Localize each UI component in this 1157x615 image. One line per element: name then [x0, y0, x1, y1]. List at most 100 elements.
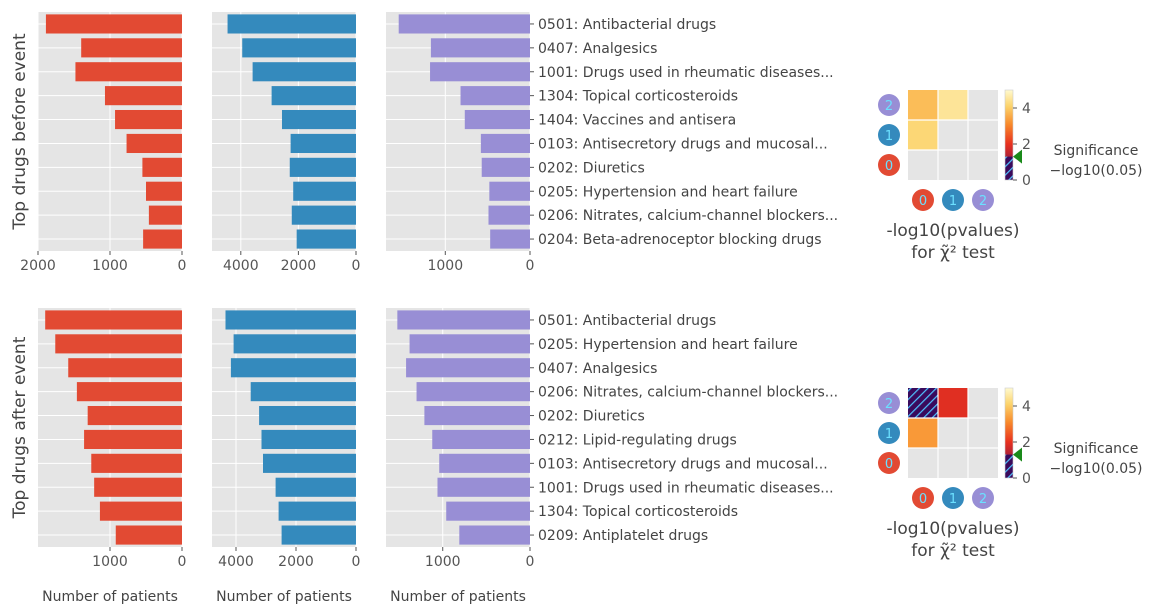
category-label: 1304: Topical corticosteroids [538, 89, 738, 105]
bar [250, 382, 356, 402]
heatmap-col-marker [942, 487, 964, 509]
bar [275, 477, 356, 497]
x-tick-label: 2000 [278, 554, 314, 570]
colorbar-tick-label: 2 [1022, 435, 1031, 451]
category-label: 0407: Analgesics [538, 361, 657, 377]
bar [227, 14, 356, 34]
heatmap-col-label: 0 [919, 194, 927, 209]
heatmap-col-label: 1 [949, 194, 957, 209]
bar [459, 525, 530, 545]
category-label: 1001: Drugs used in rheumatic diseases..… [538, 65, 834, 81]
colorbar-significance-region [1005, 156, 1013, 180]
heatmap-row-marker [878, 422, 900, 444]
bar [76, 382, 182, 402]
bar [406, 358, 530, 378]
x-axis-label: Number of patients [42, 589, 178, 605]
bar [146, 181, 182, 201]
x-tick-label: 1000 [427, 258, 463, 274]
bar [489, 181, 530, 201]
bar [291, 205, 356, 225]
bar [416, 382, 530, 402]
colorbar-tick-label: 4 [1022, 399, 1031, 415]
category-label: 0103: Antisecretory drugs and mucosal... [538, 456, 828, 472]
significance-marker [1013, 447, 1022, 462]
category-label: 0205: Hypertension and heart failure [538, 184, 798, 200]
bar [68, 358, 182, 378]
x-tick-label: 1000 [425, 554, 461, 570]
heatmap-col-label: 2 [979, 492, 987, 507]
x-axis-label: Number of patients [390, 589, 526, 605]
bar [293, 181, 356, 201]
heatmap-row-marker [878, 124, 900, 146]
significance-label-line1: Significance [1054, 441, 1139, 457]
bar [281, 109, 356, 130]
bar [397, 310, 530, 330]
bar [439, 453, 530, 473]
heatmap-col-label: 1 [949, 492, 957, 507]
heatmap-row-label: 1 [885, 427, 893, 442]
bar [87, 405, 182, 426]
bar [480, 133, 530, 154]
heatmap-row-label: 2 [885, 99, 893, 114]
colorbar-tick-label: 0 [1022, 173, 1031, 189]
bar [430, 38, 530, 58]
bar [99, 501, 182, 521]
bar [115, 525, 182, 545]
bar [398, 14, 530, 34]
category-label: 0209: Antiplatelet drugs [538, 528, 708, 544]
colorbar-tick-label: 4 [1022, 101, 1031, 117]
category-label: 0202: Diuretics [538, 409, 645, 425]
bar [488, 205, 530, 225]
category-label: 0103: Antisecretory drugs and mucosal... [538, 136, 828, 152]
category-label: 0204: Beta-adrenoceptor blocking drugs [538, 232, 822, 248]
bar [432, 429, 530, 450]
heatmap-row-marker [878, 154, 900, 176]
category-label: 0501: Antibacterial drugs [538, 313, 716, 329]
bar [424, 405, 530, 426]
bar [94, 477, 182, 497]
colorbar-tick-label: 0 [1022, 471, 1031, 487]
bar [242, 38, 356, 58]
category-label: 0212: Lipid-regulating drugs [538, 432, 737, 448]
heatmap-cell-hatched [908, 388, 938, 418]
bar [55, 334, 182, 354]
x-tick-label: 0 [178, 554, 187, 570]
bar [278, 501, 356, 521]
significance-label-line2: −log10(0.05) [1050, 163, 1143, 179]
bar [263, 453, 356, 473]
heatmap-col-marker [972, 487, 994, 509]
bar [296, 229, 356, 249]
x-tick-label: 0 [352, 258, 361, 274]
bar [290, 133, 356, 154]
category-label: 1404: Vaccines and antisera [538, 113, 736, 129]
heatmap-col-marker [972, 189, 994, 211]
x-tick-label: 2000 [281, 258, 317, 274]
x-tick-label: 0 [352, 554, 361, 570]
category-label: 0206: Nitrates, calcium-channel blockers… [538, 385, 838, 401]
significance-marker [1013, 149, 1022, 164]
bar [115, 109, 182, 130]
bar [481, 157, 530, 177]
heatmap-col-marker [942, 189, 964, 211]
bar [148, 205, 182, 225]
x-tick-label: 4000 [218, 554, 254, 570]
heatmap-cell [908, 120, 938, 150]
x-tick-label: 1000 [92, 554, 128, 570]
category-label: 0202: Diuretics [538, 160, 645, 176]
colorbar [1005, 90, 1013, 180]
heatmap-cell [938, 388, 968, 418]
bar [430, 62, 530, 82]
bar [45, 310, 183, 330]
bar [225, 310, 356, 330]
bar [143, 229, 182, 249]
bar [437, 477, 530, 497]
y-axis-label: Top drugs before event [10, 33, 30, 231]
heatmap-row-marker [878, 392, 900, 414]
heatmap-row-label: 2 [885, 397, 893, 412]
bar [271, 86, 356, 106]
x-tick-label: 0 [526, 554, 535, 570]
colorbar-frame [1004, 89, 1014, 181]
category-label: 1304: Topical corticosteroids [538, 504, 738, 520]
heatmap-cell [908, 90, 938, 120]
